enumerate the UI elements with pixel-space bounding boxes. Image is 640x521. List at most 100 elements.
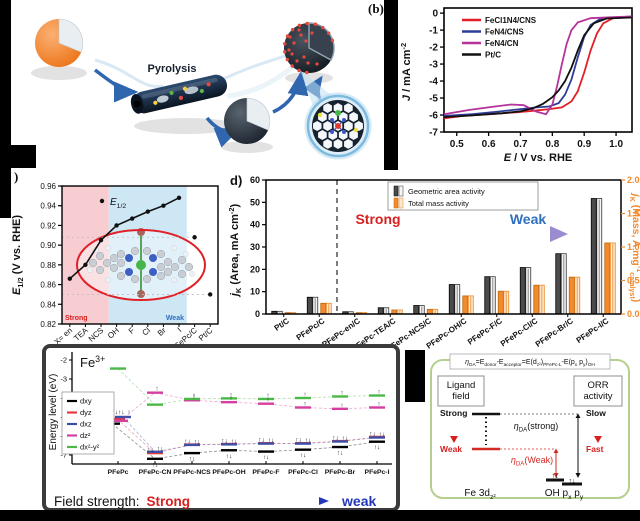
svg-text:PFePc-Br: PFePc-Br	[325, 469, 356, 476]
energy-level-chart: -2-3-4-5-6-7PFePcPFePc-CNPFePc-NCSPFePc-…	[48, 350, 396, 488]
svg-text:Slow: Slow	[586, 408, 606, 418]
graphene-lattice	[313, 103, 363, 149]
svg-text:↑↓: ↑↓	[374, 444, 381, 451]
energy-level-panel: -2-3-4-5-6-7PFePcPFePc-CNPFePc-NCSPFePc-…	[42, 344, 400, 512]
svg-text:↑↓: ↑↓	[184, 438, 191, 445]
svg-text:PFePc-F: PFePc-F	[252, 469, 279, 476]
svg-text:0.96: 0.96	[40, 182, 56, 191]
svg-text:Cl: Cl	[140, 326, 152, 338]
svg-text:↑↓: ↑↓	[194, 438, 201, 445]
svg-text:↑: ↑	[340, 402, 343, 409]
lsv-panel: 0.5 0.6 0.7 0.8 0.9 1.0 0 -1 -2 -3 -4 -5 -6 -7 FeCl1N4…	[398, 0, 640, 170]
svg-text:0.88: 0.88	[40, 261, 56, 270]
svg-text:↑: ↑	[377, 389, 380, 396]
svg-text:0.92: 0.92	[40, 221, 56, 230]
halfwave-chart-svg: 0.820.840.860.880.900.920.940.96X= enTEA…	[11, 182, 219, 361]
svg-text:-6: -6	[429, 111, 438, 122]
svg-text:OH: OH	[106, 326, 121, 341]
svg-text:FeCl1N4/CNS: FeCl1N4/CNS	[485, 16, 537, 25]
field-strength-strong: Strong	[146, 493, 191, 509]
svg-text:0.8: 0.8	[545, 139, 559, 150]
crop-bar-bottom	[0, 510, 640, 521]
crop-bar-left	[0, 0, 11, 218]
svg-text:-4: -4	[429, 77, 438, 88]
svg-text:PFePc/C: PFePc/C	[295, 316, 327, 342]
svg-text:-3: -3	[60, 375, 67, 384]
svg-text:E / V vs. RHE: E / V vs. RHE	[504, 152, 572, 164]
svg-text:Strong: Strong	[65, 315, 88, 322]
svg-text:↑↓: ↑↓	[226, 453, 233, 460]
field-strength-footer: Field strength: Strong weak	[54, 490, 394, 512]
svg-text:↑↓: ↑↓	[157, 445, 164, 452]
svg-text:2.0: 2.0	[627, 175, 640, 185]
halfwave-panel: 0.82 0.84 0.86 0.88 0.90 0.92 0.94 0.96 X= en TEA…	[8, 168, 230, 364]
svg-text:OH px py: OH px py	[545, 488, 584, 501]
svg-text:↑: ↑	[377, 401, 380, 408]
svg-text:PFePc-Br/C: PFePc-Br/C	[534, 316, 575, 349]
svg-text:activity: activity	[583, 391, 612, 402]
svg-text:PFePc-CN: PFePc-CN	[139, 469, 172, 476]
svg-text:↑↓↑↓: ↑↓↑↓	[112, 409, 125, 416]
svg-text:-2: -2	[429, 43, 438, 54]
svg-text:0.9: 0.9	[577, 139, 591, 150]
svg-text:-7: -7	[429, 128, 438, 139]
svg-text:↑↓: ↑↓	[379, 431, 386, 438]
svg-text:↑↓: ↑↓	[221, 437, 228, 444]
svg-text:I: I	[176, 326, 184, 334]
svg-text:0.86: 0.86	[40, 281, 56, 290]
svg-text:ηDA(Weak): ηDA(Weak)	[511, 455, 553, 468]
series-Pt/C	[443, 16, 633, 118]
svg-text:dz²: dz²	[80, 431, 91, 440]
svg-text:J / mA cm-2: J / mA cm-2	[399, 43, 413, 101]
svg-text:↑↓: ↑↓	[305, 437, 312, 444]
svg-text:↑↓: ↑↓	[258, 437, 265, 444]
svg-text:0.90: 0.90	[40, 241, 56, 250]
svg-text:↑↓: ↑↓	[569, 478, 576, 485]
svg-text:Geometric area activity: Geometric area activity	[408, 187, 485, 196]
svg-text:FeN4/CNS: FeN4/CNS	[485, 28, 524, 37]
svg-text:0.82: 0.82	[40, 320, 56, 329]
svg-text:60: 60	[250, 175, 260, 185]
svg-text:dxz: dxz	[80, 420, 92, 429]
svg-text:Energy level (eV): Energy level (eV)	[48, 374, 59, 451]
svg-text:Pt/C: Pt/C	[197, 326, 215, 343]
svg-text:1.0: 1.0	[609, 139, 623, 150]
svg-text:PFePc-NCS: PFePc-NCS	[173, 469, 211, 476]
synthesis-scheme-panel: Pyrolysis	[11, 0, 384, 170]
svg-text:↑: ↑	[127, 409, 130, 416]
activity-bar-panel: Strong Weak Pt/C PFePc/C PFePc-en/C PFePc-TEA…	[227, 168, 640, 360]
svg-text:-3: -3	[429, 60, 438, 71]
svg-text:PFePc-Cl/C: PFePc-Cl/C	[499, 316, 540, 348]
pyrolysis-label: Pyrolysis	[148, 63, 197, 75]
svg-text:↑↓: ↑↓	[147, 447, 154, 454]
svg-text:↑↓: ↑↓	[337, 450, 344, 457]
svg-text:↑↓: ↑↓	[552, 473, 559, 480]
svg-text:0: 0	[432, 9, 438, 20]
svg-text:↑: ↑	[303, 401, 306, 408]
svg-text:PFePc-I/C: PFePc-I/C	[575, 316, 611, 345]
svg-text:↑↓: ↑↓	[300, 452, 307, 459]
svg-text:↑: ↑	[229, 395, 232, 402]
svg-text:Strong: Strong	[355, 211, 400, 227]
svg-text:TEA: TEA	[72, 325, 90, 343]
svg-text:PFePc-Cl: PFePc-Cl	[288, 469, 318, 476]
svg-text:↑: ↑	[266, 392, 269, 399]
svg-text:↑: ↑	[192, 392, 195, 399]
svg-text:Ligand: Ligand	[447, 380, 476, 391]
svg-text:field: field	[452, 391, 469, 402]
svg-text:↑↓: ↑↓	[263, 454, 270, 461]
svg-text:Weak: Weak	[166, 315, 184, 322]
svg-text:↑↓: ↑↓	[268, 437, 275, 444]
panel-label-c: )	[14, 169, 19, 184]
svg-text:20: 20	[250, 264, 260, 274]
svg-text:↑↓: ↑↓	[369, 430, 376, 437]
svg-text:ORR: ORR	[587, 380, 608, 391]
svg-text:↑↓: ↑↓	[342, 435, 349, 442]
svg-text:dxy: dxy	[80, 397, 92, 406]
field-strength-arrow	[199, 497, 330, 505]
svg-text:jK (Mass, A mg-1catalyst): jK (Mass, A mg-1catalyst)	[628, 192, 640, 302]
svg-text:PFePc-OH: PFePc-OH	[212, 469, 245, 476]
crop-bar-mid	[405, 350, 425, 402]
